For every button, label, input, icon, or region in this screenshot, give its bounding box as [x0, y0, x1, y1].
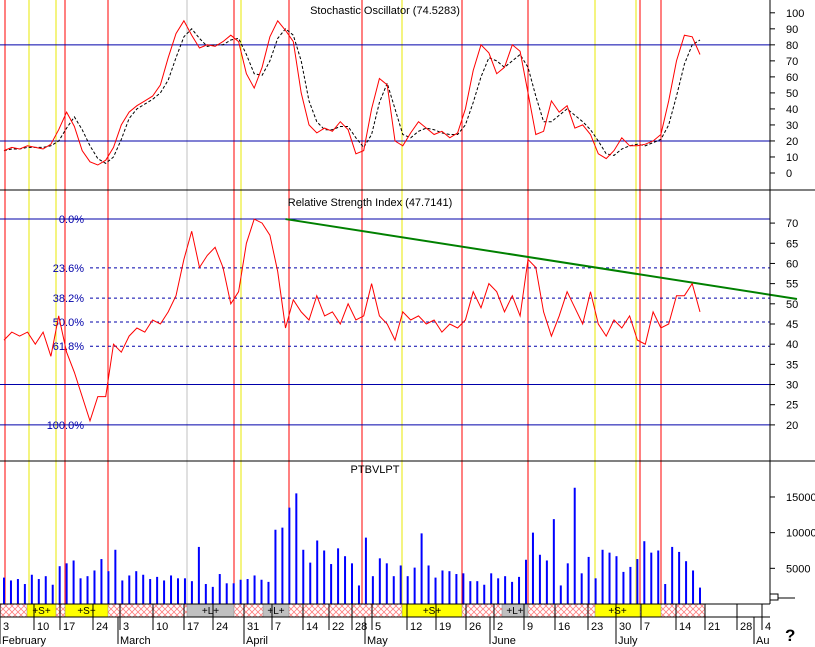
fibonacci-label: 38.2%: [53, 293, 84, 305]
x-tick-label: 21: [708, 621, 720, 633]
y-tick-label: 100: [786, 8, 804, 20]
x-tick-label: 3: [123, 621, 129, 633]
y-tick-label: 50: [786, 88, 798, 100]
stochastic-panel: 0 10 20 30 40 50 60 70 80 90 100 Stochastic Oscill…: [0, 5, 815, 191]
x-tick-label: 14: [679, 621, 691, 633]
rsi-line: [3, 218, 701, 423]
fibonacci-label: 23.6%: [53, 263, 84, 275]
y-tick-label: 90: [786, 24, 798, 36]
y-tick-label: 65: [786, 238, 798, 250]
month-label: June: [492, 635, 516, 647]
stochastic-title: Stochastic Oscillator (74.5283): [310, 5, 460, 17]
x-tick-label: 2: [497, 621, 503, 633]
x-tick-label: 7: [644, 621, 650, 633]
rsi-guide-lines: [0, 218, 770, 426]
volume-y-axis: 5000 10000 15000: [770, 492, 815, 575]
stochastic-d-line: [3, 28, 701, 165]
x-tick-label: 10: [156, 621, 168, 633]
y-tick-label: 30: [786, 380, 798, 392]
x-axis-ticks: 3 10 17 24 3 10 17 24 31 7 14 22 28 5 12 19 26 2 9 16 23 30 7 1…: [0, 604, 771, 633]
y-tick-label: 30: [786, 120, 798, 132]
x-tick-label: 3: [3, 621, 9, 633]
volume-bars: [3, 487, 701, 604]
month-label: May: [367, 635, 388, 647]
x-tick-label: 9: [527, 621, 533, 633]
y-tick-label: 10: [786, 152, 798, 164]
scroll-stub[interactable]: [769, 593, 795, 601]
signal-box-label: +S+: [608, 606, 627, 617]
rsi-title: Relative Strength Index (47.7141): [288, 197, 453, 209]
x-axis: 3 10 17 24 3 10 17 24 31 7 14 22 28 5 12 19 26 2 9 16 23 30 7 1…: [0, 603, 771, 647]
x-tick-label: 28: [740, 621, 752, 633]
y-tick-label: 70: [786, 56, 798, 68]
x-tick-label: 24: [216, 621, 228, 633]
y-tick-label: 20: [786, 420, 798, 432]
stochastic-guide-lines: [0, 44, 770, 142]
x-tick-label: 24: [96, 621, 108, 633]
y-tick-label: 45: [786, 319, 798, 331]
x-tick-label: 31: [247, 621, 259, 633]
x-tick-label: 5: [375, 621, 381, 633]
y-tick-label: 40: [786, 104, 798, 116]
signal-box-label: +S+: [32, 606, 51, 617]
y-tick-label: 55: [786, 279, 798, 291]
signal-box-label: +L+: [506, 606, 523, 617]
x-tick-label: 22: [332, 621, 344, 633]
event-lines: [4, 0, 662, 604]
y-tick-label: 0: [786, 168, 792, 180]
signal-box-small: [640, 603, 662, 618]
x-tick-label: 17: [187, 621, 199, 633]
stochastic-k-line: [3, 19, 701, 166]
x-tick-label: 14: [306, 621, 318, 633]
volume-title: PTBVLPT: [351, 464, 400, 476]
y-tick-label: 50: [786, 299, 798, 311]
y-tick-label: 25: [786, 400, 798, 412]
month-label: February: [2, 635, 47, 647]
x-tick-label: 12: [410, 621, 422, 633]
y-tick-label: 5000: [786, 563, 810, 575]
rsi-trendline: [285, 218, 798, 300]
y-tick-label: 35: [786, 359, 798, 371]
signal-box-label: +S+: [423, 606, 442, 617]
month-label: July: [618, 635, 638, 647]
x-tick-label: 4: [765, 621, 771, 633]
y-tick-label: 40: [786, 339, 798, 351]
y-tick-label: 60: [786, 258, 798, 270]
rsi-panel: 0.0%23.6%38.2%50.0%61.8%100.0% 202530354…: [0, 197, 815, 462]
x-tick-label: 26: [469, 621, 481, 633]
y-tick-label: 70: [786, 218, 798, 230]
x-axis-months: February March April May June July Au: [0, 617, 769, 647]
month-label: Au: [756, 635, 769, 647]
x-tick-label: 7: [275, 621, 281, 633]
fibonacci-label: 0.0%: [59, 214, 84, 226]
month-label: March: [120, 635, 151, 647]
x-tick-label: 28: [355, 621, 367, 633]
x-tick-label: 17: [63, 621, 75, 633]
rsi-y-axis: 20 25 30 35 40 45 50 55 60 65 70: [770, 218, 798, 432]
x-tick-label: 10: [37, 621, 49, 633]
x-tick-label: 19: [439, 621, 451, 633]
volume-panel: 5000 10000 15000 PTBVLPT: [3, 464, 815, 604]
fibonacci-levels: 0.0%23.6%38.2%50.0%61.8%100.0%: [47, 214, 770, 432]
y-tick-label: 80: [786, 40, 798, 52]
y-tick-label: 20: [786, 136, 798, 148]
month-label: April: [246, 635, 268, 647]
signal-box-label: +S+: [77, 606, 96, 617]
x-tick-label: 30: [619, 621, 631, 633]
y-tick-label: 10000: [786, 528, 815, 540]
fibonacci-label: 100.0%: [47, 420, 85, 432]
signal-box-label: +L+: [267, 606, 284, 617]
x-tick-label: 23: [591, 621, 603, 633]
y-tick-label: 15000: [786, 492, 815, 504]
y-tick-label: 60: [786, 72, 798, 84]
stochastic-y-axis: 0 10 20 30 40 50 60 70 80 90 100: [770, 8, 804, 180]
question-mark: ?: [785, 626, 795, 645]
x-tick-label: 16: [558, 621, 570, 633]
fibonacci-label: 61.8%: [53, 341, 84, 353]
signal-box-label: +L+: [202, 606, 219, 617]
